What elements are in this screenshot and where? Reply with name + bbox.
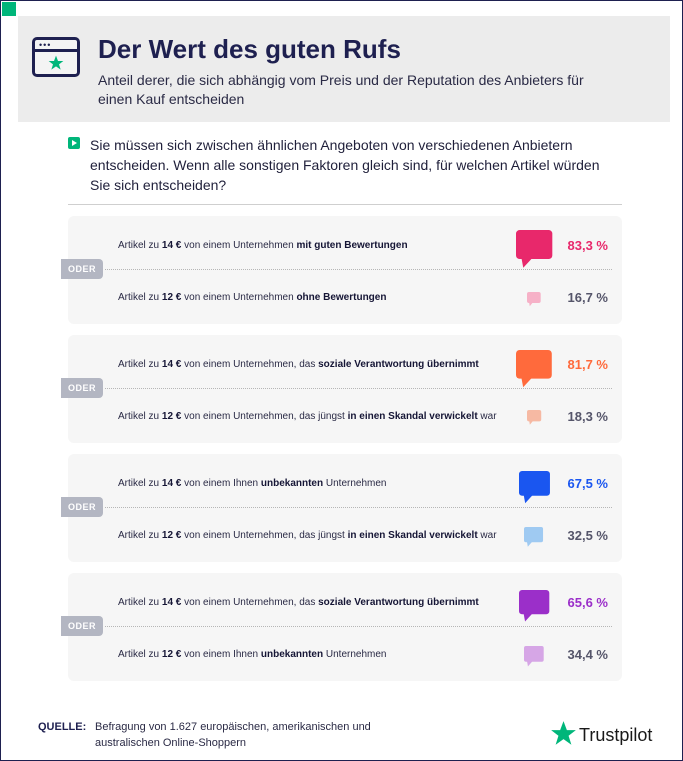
option-text: Unternehmen bbox=[323, 649, 387, 660]
page-subtitle: Anteil derer, die sich abhängig vom Prei… bbox=[98, 72, 584, 107]
option-text: war bbox=[477, 411, 497, 422]
browser-window-icon: ••• bbox=[32, 37, 80, 77]
option-label: Artikel zu 14 € von einem Unternehmen, d… bbox=[118, 359, 479, 370]
option-text: von einem Unternehmen, das bbox=[181, 597, 319, 608]
option-highlight: unbekannten bbox=[260, 478, 324, 489]
option-highlight: soziale Verantwortung übernimmt bbox=[318, 359, 479, 370]
option-text: von einem Unternehmen bbox=[181, 292, 297, 303]
value-label: 81,7 % bbox=[567, 357, 608, 372]
source-text: Befragung von 1.627 europäischen, amerik… bbox=[95, 721, 371, 749]
option-price: 12 € bbox=[161, 411, 182, 422]
trustpilot-logo: Trustpilot bbox=[550, 720, 665, 748]
star-icon bbox=[48, 55, 64, 70]
option-text: von einem Ihnen bbox=[181, 649, 261, 660]
value-label: 16,7 % bbox=[567, 290, 608, 305]
option-text: von einem Unternehmen, das jüngst bbox=[181, 530, 348, 541]
option-text: Artikel zu bbox=[118, 292, 162, 303]
divider bbox=[68, 204, 622, 205]
option-label: Artikel zu 12 € von einem Unternehmen oh… bbox=[118, 292, 386, 303]
value-label: 65,6 % bbox=[567, 595, 608, 610]
or-badge: ODER bbox=[61, 616, 103, 636]
value-label: 67,5 % bbox=[567, 476, 608, 491]
option-label: Artikel zu 14 € von einem Unternehmen mi… bbox=[118, 240, 408, 251]
option-highlight: unbekannten bbox=[260, 649, 324, 660]
dotted-separator bbox=[105, 388, 612, 389]
header-banner: ••• Der Wert des guten Rufs Anteil derer… bbox=[18, 16, 670, 122]
option-label: Artikel zu 12 € von einem Ihnen unbekann… bbox=[118, 649, 386, 660]
option-label: Artikel zu 14 € von einem Unternehmen, d… bbox=[118, 597, 479, 608]
value-bubble-mark bbox=[515, 230, 553, 269]
dotted-separator bbox=[105, 507, 612, 508]
value-label: 83,3 % bbox=[567, 238, 608, 253]
option-price: 14 € bbox=[161, 478, 182, 489]
source-note: QUELLE: Befragung von 1.627 europäischen… bbox=[38, 719, 371, 749]
corner-accent bbox=[2, 2, 16, 16]
value-bubble-mark bbox=[527, 291, 541, 306]
option-highlight: in einen Skandal verwickelt bbox=[347, 411, 478, 422]
option-price: 12 € bbox=[161, 530, 182, 541]
value-label: 34,4 % bbox=[567, 647, 608, 662]
option-text: Artikel zu bbox=[118, 359, 162, 370]
option-price: 14 € bbox=[161, 240, 182, 251]
value-bubble-mark bbox=[518, 589, 550, 622]
value-bubble-mark bbox=[516, 349, 552, 387]
value-bubble-mark bbox=[524, 646, 544, 667]
or-badge: ODER bbox=[61, 259, 103, 279]
survey-question: Sie müssen sich zwischen ähnlichen Angeb… bbox=[90, 137, 600, 193]
option-text: Artikel zu bbox=[118, 530, 162, 541]
comparison-card: ODER Artikel zu 14 € von einem Ihnen unbe… bbox=[61, 454, 622, 562]
or-badge: ODER bbox=[61, 497, 103, 517]
option-label: Artikel zu 12 € von einem Unternehmen, d… bbox=[118, 530, 497, 541]
option-text: Artikel zu bbox=[118, 478, 162, 489]
option-text: Artikel zu bbox=[118, 411, 162, 422]
option-highlight: ohne Bewertungen bbox=[296, 292, 387, 303]
option-text: von einem Unternehmen, das jüngst bbox=[181, 411, 348, 422]
option-price: 14 € bbox=[161, 359, 182, 370]
comparison-card: ODER Artikel zu 14 € von einem Unternehme… bbox=[61, 335, 622, 443]
value-bubble-mark bbox=[526, 410, 542, 426]
option-highlight: mit guten Bewertungen bbox=[296, 240, 408, 251]
option-label: Artikel zu 12 € von einem Unternehmen, d… bbox=[118, 411, 497, 422]
option-label: Artikel zu 14 € von einem Ihnen unbekann… bbox=[118, 478, 386, 489]
play-icon bbox=[68, 137, 80, 149]
option-text: von einem Ihnen bbox=[181, 478, 261, 489]
option-price: 12 € bbox=[161, 292, 182, 303]
page-title: Der Wert des guten Rufs bbox=[98, 34, 401, 64]
value-bubble-mark bbox=[524, 527, 544, 548]
or-badge: ODER bbox=[61, 378, 103, 398]
dotted-separator bbox=[105, 626, 612, 627]
option-text: Unternehmen bbox=[323, 478, 387, 489]
option-highlight: in einen Skandal verwickelt bbox=[347, 530, 478, 541]
value-label: 32,5 % bbox=[567, 528, 608, 543]
source-label: QUELLE: bbox=[38, 721, 87, 733]
option-text: Artikel zu bbox=[118, 649, 162, 660]
trustpilot-star-icon bbox=[551, 721, 576, 745]
option-price: 12 € bbox=[161, 649, 182, 660]
option-highlight: soziale Verantwortung übernimmt bbox=[318, 597, 479, 608]
option-price: 14 € bbox=[161, 597, 182, 608]
dotted-separator bbox=[105, 269, 612, 270]
comparison-card: ODER Artikel zu 14 € von einem Unternehme… bbox=[61, 216, 622, 324]
value-label: 18,3 % bbox=[567, 409, 608, 424]
option-text: Artikel zu bbox=[118, 597, 162, 608]
brand-name: Trustpilot bbox=[579, 725, 653, 745]
option-text: von einem Unternehmen bbox=[181, 240, 297, 251]
option-text: von einem Unternehmen, das bbox=[181, 359, 319, 370]
comparison-card: ODER Artikel zu 14 € von einem Unternehme… bbox=[61, 573, 622, 681]
value-bubble-mark bbox=[518, 470, 550, 503]
option-text: Artikel zu bbox=[118, 240, 162, 251]
option-text: war bbox=[477, 530, 497, 541]
